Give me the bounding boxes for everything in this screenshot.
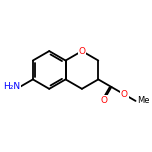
- Text: O: O: [121, 90, 128, 99]
- Text: O: O: [100, 96, 107, 105]
- Text: H₂N: H₂N: [3, 82, 20, 92]
- Text: Me: Me: [137, 96, 150, 105]
- Text: O: O: [78, 47, 85, 56]
